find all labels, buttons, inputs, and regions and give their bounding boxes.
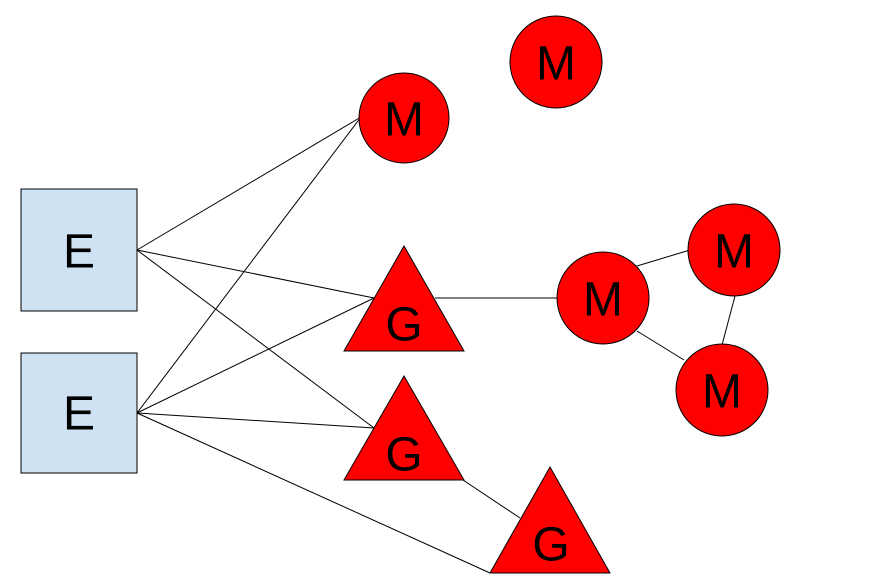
triangle-shape — [489, 465, 611, 574]
node-m1: M — [358, 72, 450, 164]
edge-e2-m1 — [136, 116, 362, 414]
circle-shape — [509, 15, 603, 109]
node-e1: E — [20, 188, 138, 312]
edge-e2-g1 — [136, 297, 375, 414]
node-g3: G — [489, 465, 611, 574]
node-g3-label: G — [532, 519, 569, 572]
triangle-shape — [343, 244, 465, 352]
node-m2: M — [509, 15, 603, 109]
node-m5: M — [675, 343, 769, 437]
edges-layer — [136, 116, 736, 574]
edge-g2-g3 — [462, 479, 521, 519]
edge-e2-g3 — [136, 412, 491, 574]
circle-shape — [556, 251, 650, 345]
node-g2-label: G — [385, 429, 422, 482]
edge-m3-m5 — [636, 330, 685, 361]
circle-shape — [358, 72, 450, 164]
edge-e1-g2 — [136, 249, 375, 429]
node-g1-label: G — [385, 299, 422, 352]
node-m1-label: M — [384, 94, 424, 147]
node-m4: M — [687, 203, 781, 297]
edge-m4-m5 — [721, 295, 736, 346]
node-e2-label: E — [63, 388, 95, 441]
node-e1-label: E — [63, 226, 95, 279]
circle-shape — [687, 203, 781, 297]
edge-m3-m4 — [636, 249, 691, 267]
entity-square-shape — [20, 188, 138, 312]
edge-e2-g2 — [136, 412, 375, 429]
node-e2: E — [20, 352, 138, 474]
node-m3-label: M — [583, 274, 623, 327]
edge-e1-g1 — [136, 249, 375, 299]
node-g1: G — [343, 244, 465, 352]
node-m4-label: M — [714, 226, 754, 279]
node-m5-label: M — [702, 366, 742, 419]
node-m3: M — [556, 251, 650, 345]
entity-square-shape — [20, 352, 138, 474]
circle-shape — [675, 343, 769, 437]
nodes-layer: E E G G G M M M — [20, 15, 781, 574]
node-m2-label: M — [536, 38, 576, 91]
edge-e1-m1 — [136, 116, 362, 251]
node-g2: G — [343, 374, 465, 482]
triangle-shape — [343, 374, 465, 481]
